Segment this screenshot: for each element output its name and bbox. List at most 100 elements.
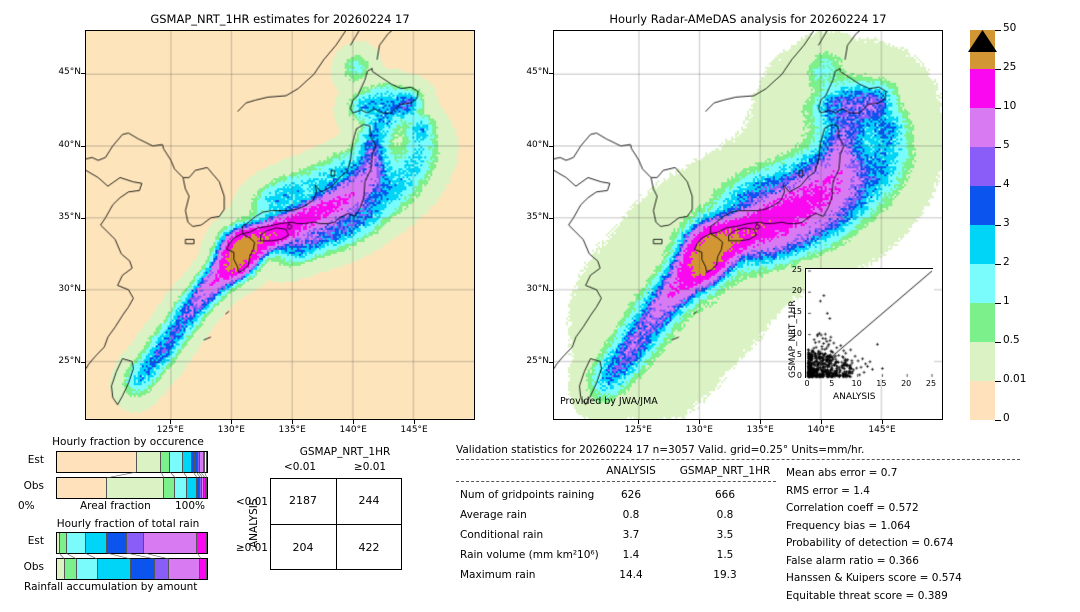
- contingency-row-header-ge: ≥0.01: [235, 542, 268, 554]
- colorbar-tick-label: 50: [1003, 22, 1017, 34]
- contingency-col-header-lt: <0.01: [283, 461, 317, 473]
- colorbar-tick-mark: [995, 419, 1001, 421]
- total-rain-row-label-est: Est: [27, 535, 44, 547]
- latitude-tick-mark: [549, 290, 553, 291]
- occurrence-chart-title: Hourly fraction by occurence: [52, 436, 204, 448]
- contingency-cell-hit-miss-00: 2187: [289, 494, 317, 507]
- longitude-tick-label: 135°E: [278, 425, 306, 435]
- total-rain-bar-est[interactable]: [56, 532, 208, 554]
- colorbar-tick-mark: [995, 263, 1001, 265]
- latitude-tick-mark: [549, 145, 553, 147]
- colorbar-tick-label: 2: [1003, 256, 1010, 268]
- occurrence-bar-est[interactable]: [56, 451, 208, 473]
- validation-row-model-value: 1.5: [716, 549, 734, 561]
- stacked-bar-segment: [130, 559, 155, 579]
- colorbar-tick-mark: [995, 146, 1001, 148]
- validation-score-line: Correlation coeff = 0.572: [786, 502, 919, 514]
- validation-col-header-analysis: ANALYSIS: [606, 465, 656, 477]
- latitude-tick-mark: [81, 145, 85, 147]
- validation-row-analysis-value: 0.8: [622, 509, 640, 521]
- colorbar-tick-label: 25: [1003, 61, 1017, 73]
- connector-line: [204, 472, 208, 478]
- occurrence-bar-obs[interactable]: [56, 477, 208, 499]
- stacked-bar-segment: [66, 533, 86, 553]
- stacked-bar-segment: [144, 533, 197, 553]
- colorbar-extend-arrow-icon: [968, 30, 997, 52]
- stacked-bar-segment: [205, 452, 207, 472]
- latitude-tick-mark: [81, 290, 85, 291]
- stacked-bar-segment: [136, 452, 161, 472]
- colorbar-tick-label: 5: [1003, 139, 1010, 151]
- colorbar-tick-label: 0.5: [1003, 334, 1020, 346]
- stacked-bar-segment: [97, 559, 131, 579]
- stacked-bar-segment: [154, 559, 169, 579]
- scatter-y-tick-label: 10: [791, 328, 802, 338]
- validation-score-line: RMS error = 1.4: [786, 484, 870, 497]
- colorbar-segment: [970, 108, 995, 147]
- validation-col-header-model: GSMAP_NRT_1HR: [679, 465, 771, 477]
- connector-line: [195, 472, 201, 478]
- stacked-bar-segment: [65, 559, 78, 579]
- longitude-tick-label: 125°E: [156, 425, 184, 435]
- longitude-tick-mark: [292, 420, 294, 424]
- connector-line: [192, 472, 198, 478]
- stacked-bar-segment: [182, 452, 193, 472]
- colorbar-tick-label: 4: [1003, 178, 1010, 190]
- stacked-bar-segment: [205, 478, 207, 498]
- occurrence-axis-right: 100%: [175, 500, 206, 512]
- stacked-bar-segment: [200, 559, 207, 579]
- total-rain-bar-obs[interactable]: [56, 558, 208, 580]
- validation-score-line: Mean abs error = 0.7: [786, 467, 898, 479]
- colorbar-tick-mark: [995, 29, 1001, 31]
- scatter-x-tick-label: 10: [851, 379, 862, 388]
- scatter-y-tick-label: 5: [796, 349, 802, 359]
- validation-score-line: Frequency bias = 1.064: [786, 519, 911, 532]
- connector-line: [58, 553, 65, 559]
- total-rain-connector-lines: [58, 553, 202, 559]
- validation-row-model-value: 3.5: [716, 529, 734, 541]
- contingency-cell-10: 204: [292, 540, 314, 554]
- latitude-tick-label: 35°N: [58, 211, 81, 222]
- colorbar-segment: [970, 147, 995, 186]
- colorbar-tick-mark: [995, 224, 1001, 226]
- longitude-tick-mark: [170, 420, 172, 424]
- validation-score-line: False alarm ratio = 0.366: [786, 554, 919, 567]
- longitude-tick-mark: [353, 420, 355, 424]
- longitude-tick-mark: [231, 420, 233, 424]
- total-rain-row-label-obs: Obs: [23, 561, 44, 573]
- connector-line: [106, 472, 137, 478]
- stacked-bar-segment: [77, 559, 98, 579]
- precipitation-colorbar[interactable]: [970, 30, 995, 420]
- scatter-y-tick-label: 20: [791, 286, 802, 296]
- longitude-tick-mark: [821, 420, 823, 424]
- connector-line: [197, 553, 202, 559]
- validation-row-label: Num of gridpoints raining: [460, 489, 595, 501]
- latitude-tick-mark: [81, 362, 85, 364]
- data-credit-label: Provided by JWA/JMA: [560, 396, 658, 407]
- stacked-bar-segment: [106, 478, 164, 498]
- scatter-plot-inset[interactable]: [805, 268, 934, 379]
- connector-line: [200, 472, 206, 478]
- stacked-bar-segment: [57, 533, 60, 553]
- validation-row-label: Average rain: [460, 509, 527, 521]
- scatter-y-tick-label: 15: [791, 307, 802, 317]
- contingency-table[interactable]: [270, 478, 402, 570]
- gsmap-estimates-map[interactable]: [85, 30, 475, 420]
- validation-row-label: Conditional rain: [460, 529, 544, 541]
- colorbar-tick-label: 3: [1003, 217, 1010, 229]
- validation-row-label: Maximum rain: [460, 569, 536, 581]
- scatter-y-tick-label: 0: [796, 371, 802, 380]
- colorbar-tick-mark: [995, 107, 1001, 109]
- validation-row-model-value: 666: [714, 489, 736, 501]
- longitude-tick-label: 145°E: [400, 425, 428, 435]
- scatter-x-tick-label: 15: [876, 379, 887, 388]
- longitude-tick-label: 145°E: [868, 425, 896, 435]
- scatter-points-canvas: [806, 269, 934, 379]
- total-rain-chart-title: Hourly fraction of total rain: [56, 518, 200, 530]
- occurrence-row-label-est: Est: [27, 454, 44, 466]
- stacked-bar-segment: [163, 478, 175, 498]
- validation-row-analysis-value: 626: [620, 489, 642, 501]
- occurrence-connector-lines: [106, 472, 208, 478]
- contingency-row-header-lt: <0.01: [235, 496, 268, 508]
- longitude-tick-mark: [638, 420, 640, 424]
